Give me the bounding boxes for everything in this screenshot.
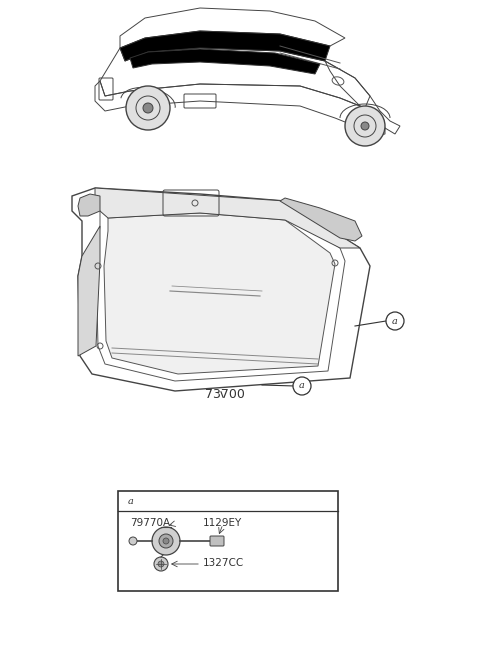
Circle shape <box>154 557 168 571</box>
Text: a: a <box>392 316 398 325</box>
Text: a: a <box>299 382 305 390</box>
Circle shape <box>293 377 311 395</box>
Text: a: a <box>128 497 134 506</box>
Polygon shape <box>78 226 100 356</box>
Text: 79770A: 79770A <box>130 518 170 528</box>
Polygon shape <box>120 31 330 61</box>
Text: 1327CC: 1327CC <box>203 558 244 568</box>
Polygon shape <box>95 188 360 248</box>
Polygon shape <box>104 213 335 374</box>
Polygon shape <box>78 194 100 216</box>
FancyBboxPatch shape <box>118 491 338 591</box>
Circle shape <box>126 86 170 130</box>
Text: 73700: 73700 <box>205 388 245 401</box>
Text: 1129EY: 1129EY <box>203 518 242 528</box>
Circle shape <box>361 122 369 130</box>
Polygon shape <box>130 49 320 74</box>
Circle shape <box>159 534 173 548</box>
Circle shape <box>152 527 180 555</box>
Circle shape <box>158 561 164 567</box>
Circle shape <box>129 537 137 545</box>
Circle shape <box>143 103 153 113</box>
FancyBboxPatch shape <box>210 536 224 546</box>
Circle shape <box>386 312 404 330</box>
Circle shape <box>163 538 169 544</box>
Circle shape <box>345 106 385 146</box>
Polygon shape <box>280 198 362 241</box>
Circle shape <box>123 493 139 509</box>
